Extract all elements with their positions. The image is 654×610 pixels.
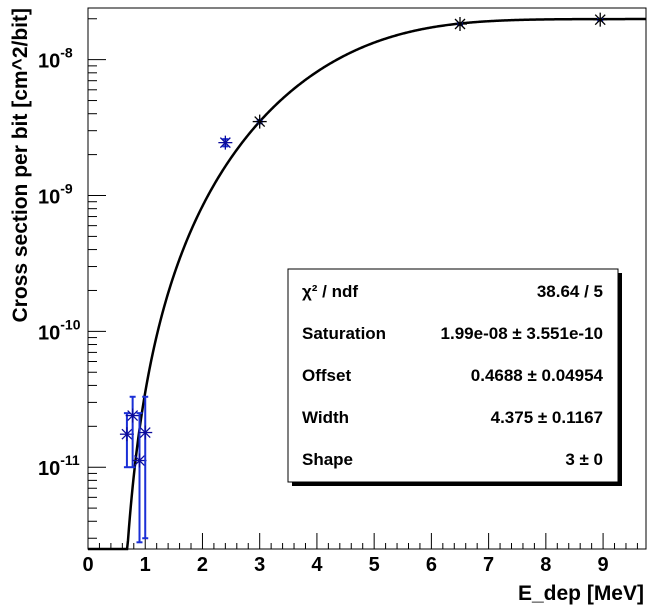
stats-label: Offset [302,366,351,385]
x-tick-label: 3 [254,554,265,576]
y-tick-base: 10 [38,187,60,209]
y-axis-title: Cross section per bit [cm^2/bit] [9,8,32,323]
data-point [593,12,608,27]
y-tick-label: 10-10 [38,316,81,344]
y-tick-label: 10-9 [38,181,73,209]
stats-label: Width [302,408,349,427]
x-tick-label: 7 [483,554,494,576]
x-tick-label: 2 [197,554,208,576]
stats-box: χ² / ndf 38.64 / 5 Saturation 1.99e-08 ± 3.… [287,268,622,486]
marker-stroke [594,14,606,26]
stats-value: 38.64 / 5 [537,282,603,301]
y-tick-exponent: -11 [60,452,80,468]
marker-stroke [139,427,151,438]
stats-label: Saturation [302,324,386,343]
x-tick-label: 8 [540,554,551,576]
marker-stroke [219,137,231,149]
x-tick-label: 6 [426,554,437,576]
stats-label: χ² / ndf [302,282,358,301]
data-point [119,412,134,469]
data-point [132,412,147,544]
stats-box-frame [287,268,619,483]
stats-value: 4.375 ± 0.1167 [491,408,603,427]
stats-value: 3 ± 0 [565,450,603,469]
x-tick-label: 4 [311,554,323,576]
marker-stroke [254,116,266,128]
y-tick-exponent: -9 [60,181,73,197]
stats-value: 0.4688 ± 0.04954 [471,366,604,385]
data-point [125,395,140,469]
data-point [252,114,267,129]
y-tick-exponent: -10 [60,316,80,332]
data-point [453,16,467,31]
plot-frame [87,7,647,550]
y-tick-base: 10 [38,51,60,73]
x-tick-label: 0 [82,554,93,576]
data-point [138,395,153,540]
stats-value: 1.99e-08 ± 3.551e-10 [441,324,603,343]
data-points [119,12,608,544]
fit-curve [88,17,646,551]
marker-stroke [127,410,139,422]
marker-stroke [121,428,133,440]
stats-label: Shape [302,450,353,469]
data-point [218,135,233,150]
y-tick-base: 10 [38,458,60,480]
x-axis: 0 1 2 3 4 5 6 7 8 9 [82,533,638,576]
marker-stroke [134,455,145,466]
x-tick-label: 9 [598,554,609,576]
y-tick-label: 10-8 [38,45,73,73]
y-tick-exponent: -8 [60,45,73,61]
x-tick-label: 5 [369,554,380,576]
marker-stroke [454,18,466,30]
x-axis-title: E_dep [MeV] [518,582,644,605]
stats-rows: χ² / ndf 38.64 / 5 Saturation 1.99e-08 ± 3.… [302,282,604,469]
y-tick-label: 10-11 [38,452,80,480]
x-tick-label: 1 [140,554,151,576]
y-tick-base: 10 [38,322,60,344]
